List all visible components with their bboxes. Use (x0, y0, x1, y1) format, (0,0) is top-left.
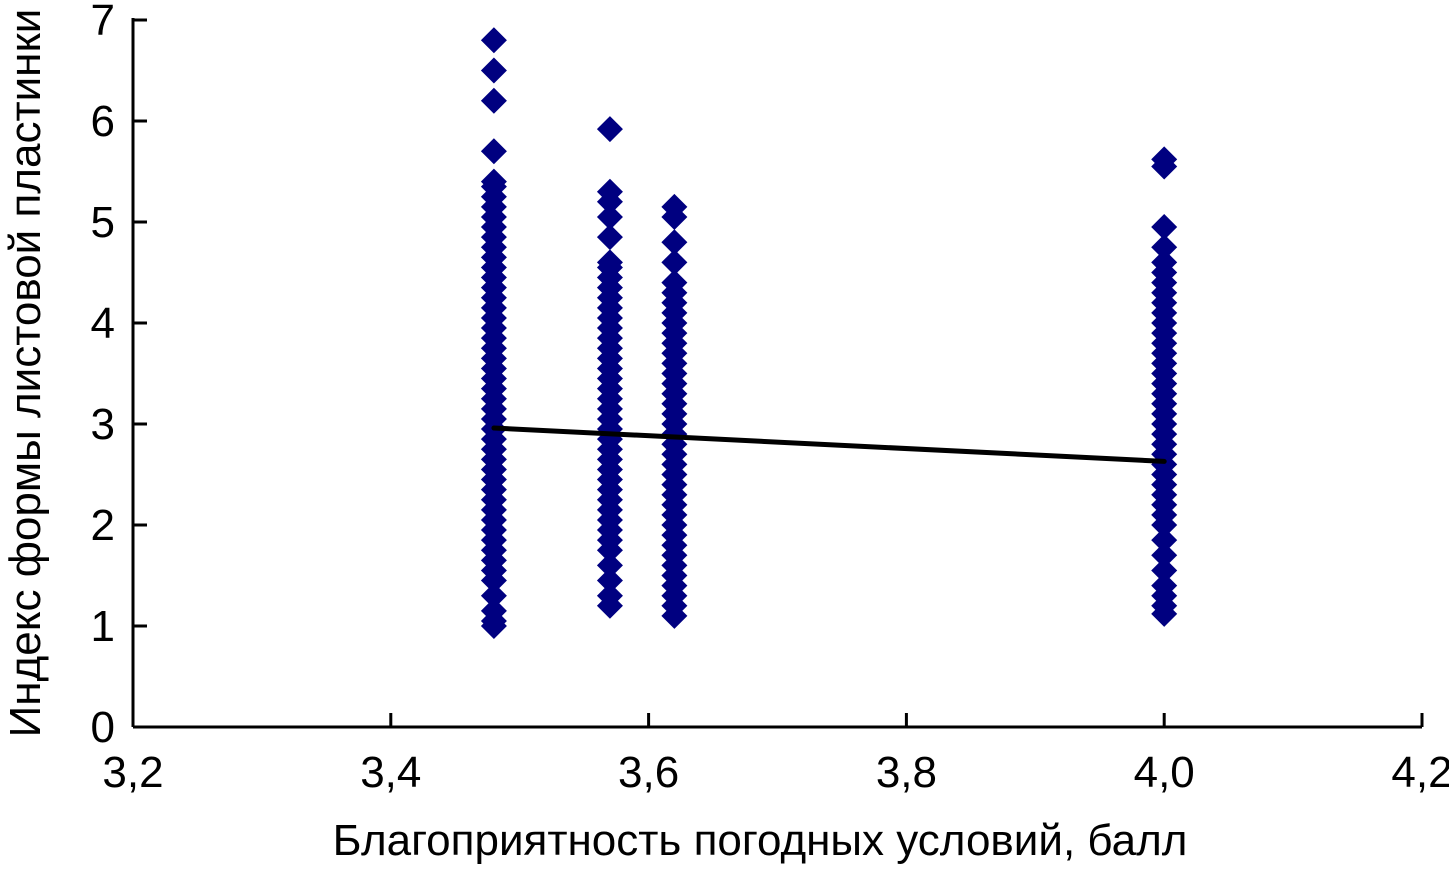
data-point (596, 582, 623, 609)
data-point (1151, 214, 1178, 241)
trendline-group (491, 425, 1167, 464)
data-point (661, 269, 688, 296)
data-point (596, 552, 623, 579)
data-point (480, 597, 507, 624)
y-tick-label: 2 (91, 501, 115, 550)
data-point (596, 249, 623, 276)
data-point (1151, 249, 1178, 276)
data-point (596, 116, 623, 143)
data-point (1151, 572, 1178, 599)
data-point (480, 582, 507, 609)
x-axis-title: Благоприятность погодных условий, балл (333, 816, 1188, 865)
data-point (1151, 557, 1178, 584)
x-tick-label: 4,0 (1134, 748, 1195, 797)
y-tick-label: 7 (91, 0, 115, 45)
x-tick-label: 3,4 (360, 748, 421, 797)
x-tick-label: 3,6 (618, 748, 679, 797)
x-tick-label: 3,8 (876, 748, 937, 797)
y-axis-title: Индекс формы листовой пластинки (1, 9, 50, 738)
data-point (1151, 234, 1178, 261)
data-point (1151, 542, 1178, 569)
data-point (596, 224, 623, 251)
data-point (661, 193, 688, 220)
x-tick-label: 3,2 (102, 748, 163, 797)
axes: 0 1 2 3 4 5 6 7 3,2 3,4 3,6 3,8 4,0 4,2 (91, 0, 1449, 797)
y-tick-label: 3 (91, 400, 115, 449)
y-tick-label: 5 (91, 198, 115, 247)
data-point (1151, 527, 1178, 554)
data-point (480, 27, 507, 54)
data-point (596, 567, 623, 594)
y-tick-label: 6 (91, 97, 115, 146)
data-point (1151, 146, 1178, 173)
data-point (596, 178, 623, 205)
trendline (491, 425, 1167, 464)
y-tick-label: 4 (91, 299, 115, 348)
y-tick-label: 0 (91, 703, 115, 752)
data-point (480, 87, 507, 114)
x-tick-label: 4,2 (1391, 748, 1449, 797)
data-points (480, 27, 1178, 639)
data-point (596, 203, 623, 230)
data-point (661, 229, 688, 256)
y-tick-label: 1 (91, 602, 115, 651)
data-point (480, 57, 507, 84)
data-point (661, 249, 688, 276)
data-point (480, 168, 507, 195)
data-point (480, 138, 507, 165)
